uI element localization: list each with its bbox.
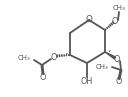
Text: CH₃: CH₃ bbox=[113, 5, 125, 11]
Text: O: O bbox=[112, 16, 118, 26]
Text: OH: OH bbox=[81, 78, 93, 87]
Text: ’: ’ bbox=[64, 53, 68, 63]
Text: O: O bbox=[114, 55, 120, 65]
Polygon shape bbox=[105, 52, 116, 59]
Text: O: O bbox=[86, 16, 92, 25]
Text: O: O bbox=[51, 52, 57, 61]
Text: ’: ’ bbox=[107, 50, 111, 60]
Text: CH₃: CH₃ bbox=[17, 55, 30, 61]
Text: O: O bbox=[116, 78, 122, 87]
Text: O: O bbox=[40, 74, 46, 83]
Text: CH₃: CH₃ bbox=[95, 64, 108, 70]
